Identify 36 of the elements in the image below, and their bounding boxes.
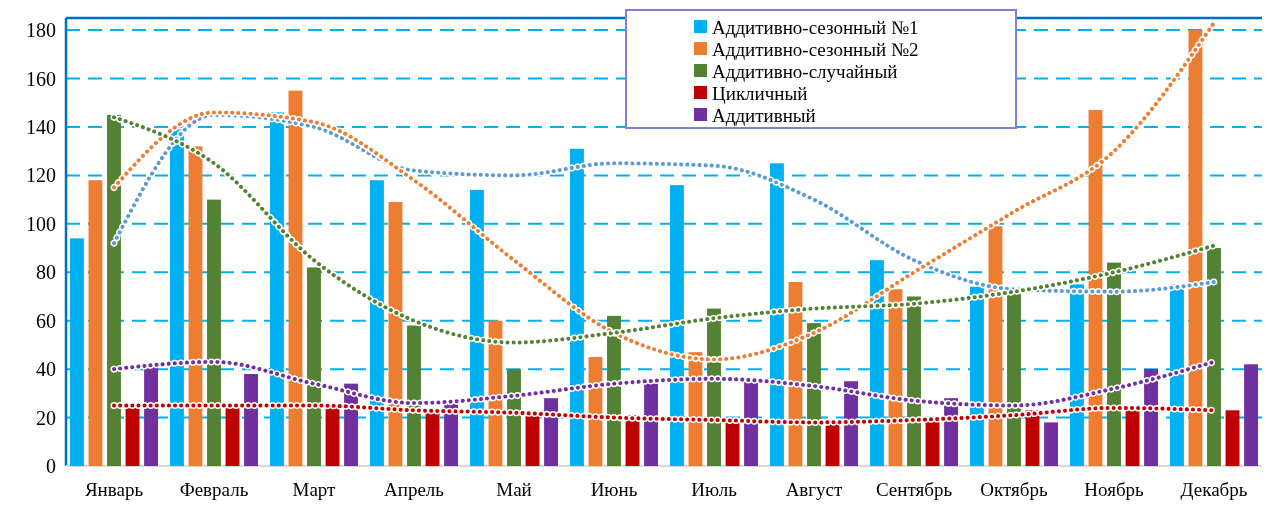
x-tick-label: Январь <box>84 479 144 500</box>
y-tick-label: 100 <box>26 212 56 235</box>
x-tick-label: Декабрь <box>1180 479 1248 500</box>
bar <box>770 163 784 466</box>
legend-label: Аддитивно-сезонный №2 <box>712 38 919 60</box>
x-tick-label: Октябрь <box>980 479 1048 500</box>
y-tick-label: 160 <box>26 67 56 90</box>
y-tick-label: 0 <box>46 455 56 477</box>
legend-label: Аддитивно-случайный <box>712 60 898 82</box>
y-tick-label: 20 <box>36 406 56 429</box>
y-tick-label: 60 <box>36 309 56 332</box>
x-tick-label: Ноябрь <box>1084 479 1145 500</box>
legend-label: Цикличный <box>712 82 808 104</box>
bar <box>544 398 558 466</box>
y-tick-label: 140 <box>26 115 56 138</box>
y-tick-label: 120 <box>26 164 56 187</box>
y-tick-label: 40 <box>36 358 56 381</box>
x-tick-label: Июль <box>691 479 738 500</box>
x-tick-label: Март <box>292 479 337 500</box>
x-tick-label: Апрель <box>384 479 445 500</box>
bar <box>207 199 221 466</box>
bar <box>1225 410 1240 466</box>
x-tick-label: Февраль <box>179 479 249 500</box>
x-tick-label: Август <box>785 479 844 500</box>
bar <box>244 373 258 466</box>
bar <box>307 267 321 466</box>
bar <box>88 180 103 466</box>
legend-label: Аддитивный <box>712 104 816 126</box>
bar <box>1044 422 1058 466</box>
y-tick-label: 180 <box>26 19 56 42</box>
legend-label: Аддитивно-сезонный №1 <box>712 16 919 38</box>
bar <box>1244 364 1258 466</box>
x-tick-label: Май <box>496 479 532 500</box>
y-tick-label: 80 <box>36 261 56 284</box>
x-tick-label: Сентябрь <box>875 479 953 500</box>
x-tick-label: Июнь <box>590 479 638 500</box>
